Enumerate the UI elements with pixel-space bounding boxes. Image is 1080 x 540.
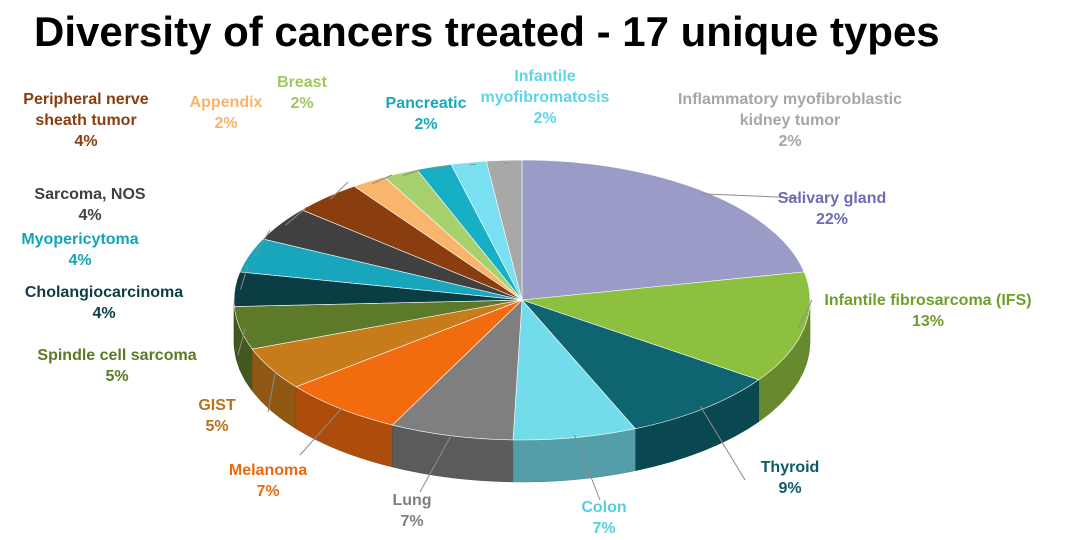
leader-line-thyroid bbox=[699, 406, 746, 481]
slice-value-gist: 5% bbox=[205, 418, 228, 435]
slice-value-pancreatic: 2% bbox=[414, 116, 437, 133]
slice-label-thyroid: Thyroid bbox=[761, 459, 820, 476]
leader-line-gist bbox=[267, 367, 277, 413]
slice-label-gist: GIST bbox=[198, 397, 236, 414]
slice-value-appendix: 2% bbox=[214, 115, 237, 132]
slice-label-salivary-gland: Salivary gland bbox=[778, 190, 887, 207]
slice-value-peripheral-nerve-sheath-tumor: 4% bbox=[74, 133, 97, 150]
slice-inflammatory-myofibroblastic-kidney-tumor bbox=[485, 159, 523, 301]
leader-line-melanoma bbox=[299, 405, 344, 456]
leader-line-spindle-cell-sarcoma bbox=[237, 327, 246, 356]
slice-labels: Salivary gland 22% Infantile fibrosarcoma … bbox=[21, 68, 1031, 537]
leader-line-myopericytoma bbox=[254, 229, 271, 257]
slice-label-colon: Colon bbox=[581, 499, 626, 516]
slice-value-inflammatory-myofibroblastic-kidney-tumor: 2% bbox=[778, 133, 801, 150]
leader-lines bbox=[237, 162, 813, 501]
slice-value-infantile-fibrosarcoma-ifs: 13% bbox=[912, 313, 944, 330]
slice-value-lung: 7% bbox=[400, 513, 423, 530]
slice-label-infantile-myofibromatosis: Infantile myofibromatosis bbox=[481, 68, 610, 106]
slice-value-spindle-cell-sarcoma: 5% bbox=[105, 368, 128, 385]
slice-infantile-fibrosarcoma-ifs bbox=[521, 271, 811, 381]
slice-label-breast: Breast bbox=[277, 74, 327, 91]
slice-melanoma bbox=[295, 299, 523, 426]
slice-label-appendix: Appendix bbox=[190, 94, 263, 111]
slice-label-peripheral-nerve-sheath-tumor: Peripheral nerve sheath tumor bbox=[23, 91, 149, 129]
leader-line-colon bbox=[573, 434, 601, 501]
leader-line-salivary-gland bbox=[700, 193, 801, 199]
slice-label-spindle-cell-sarcoma: Spindle cell sarcoma bbox=[37, 347, 196, 364]
leader-line-pancreatic bbox=[435, 165, 447, 170]
slice-label-lung: Lung bbox=[392, 492, 431, 509]
slice-label-myopericytoma: Myopericytoma bbox=[21, 231, 138, 248]
pie-tops bbox=[233, 159, 811, 441]
slice-thyroid bbox=[521, 299, 760, 430]
slice-value-breast: 2% bbox=[290, 95, 313, 112]
slice-value-cholangiocarcinoma: 4% bbox=[92, 305, 115, 322]
slice-salivary-gland bbox=[521, 159, 805, 301]
slice-value-infantile-myofibromatosis: 2% bbox=[533, 110, 556, 127]
slice-value-salivary-gland: 22% bbox=[816, 211, 848, 228]
leader-line-infantile-fibrosarcoma-ifs bbox=[798, 299, 813, 328]
leader-line-cholangiocarcinoma bbox=[240, 264, 249, 290]
slice-label-infantile-fibrosarcoma-ifs: Infantile fibrosarcoma (IFS) bbox=[824, 292, 1031, 309]
leader-line-appendix bbox=[371, 174, 393, 185]
leader-line-lung bbox=[419, 432, 453, 493]
slice-value-sarcoma-nos: 4% bbox=[78, 207, 101, 224]
slice-label-cholangiocarcinoma: Cholangiocarcinoma bbox=[25, 284, 183, 301]
leader-line-peripheral-nerve-sheath-tumor bbox=[329, 181, 349, 200]
slice-label-sarcoma-nos: Sarcoma, NOS bbox=[34, 186, 145, 203]
leader-line-infantile-myofibromatosis bbox=[469, 163, 477, 166]
chart-title: Diversity of cancers treated - 17 unique… bbox=[34, 8, 940, 55]
slice-label-pancreatic: Pancreatic bbox=[386, 95, 467, 112]
slice-value-thyroid: 9% bbox=[778, 480, 801, 497]
slice-value-myopericytoma: 4% bbox=[68, 252, 91, 269]
leader-line-breast bbox=[402, 169, 421, 177]
leader-line-sarcoma-nos bbox=[284, 206, 308, 226]
slice-value-colon: 7% bbox=[592, 520, 615, 537]
slice-label-inflammatory-myofibroblastic-kidney-tumor: Inflammatory myofibroblastic kidney tumor bbox=[678, 91, 902, 129]
slice-label-melanoma: Melanoma bbox=[229, 462, 307, 479]
slice-value-melanoma: 7% bbox=[256, 483, 279, 500]
